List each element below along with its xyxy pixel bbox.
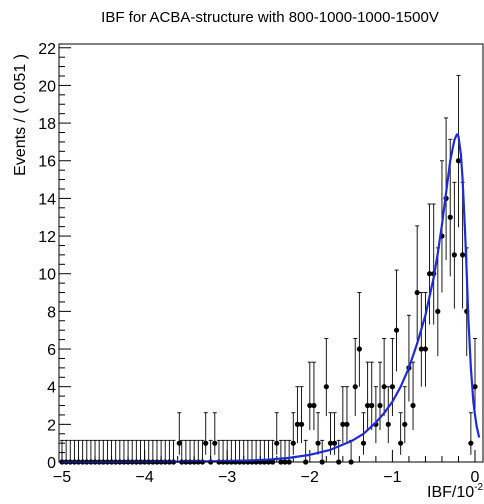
x-tick-label: −2 xyxy=(301,469,319,486)
data-point xyxy=(410,402,416,409)
data-point xyxy=(389,384,395,390)
data-point xyxy=(393,327,400,333)
y-tick-label: 16 xyxy=(38,154,56,171)
data-point xyxy=(369,402,375,409)
data-point xyxy=(472,384,478,390)
data-point xyxy=(203,440,209,446)
data-point xyxy=(455,158,462,164)
data-point xyxy=(294,421,301,427)
data-point xyxy=(365,402,371,409)
data-point xyxy=(212,440,218,446)
data-point xyxy=(315,440,321,446)
x-tick-label: −4 xyxy=(135,469,153,486)
y-tick-label: 20 xyxy=(38,78,56,95)
chart-title: IBF for ACBA-structure with 800-1000-100… xyxy=(101,9,439,26)
plot-frame xyxy=(58,43,484,463)
data-point xyxy=(422,346,429,352)
y-tick-label: 0 xyxy=(47,455,56,472)
y-axis-label: Events / ( 0.051 ) xyxy=(12,54,29,176)
data-point xyxy=(290,440,296,446)
data-point xyxy=(385,421,391,427)
data-point xyxy=(298,421,305,427)
data-point xyxy=(468,440,474,446)
x-tick-label: −1 xyxy=(383,469,401,486)
y-tick-label: 18 xyxy=(38,116,56,133)
data-point xyxy=(414,289,420,296)
data-point xyxy=(323,384,329,390)
data-point xyxy=(426,271,433,277)
x-tick-label: 0 xyxy=(471,469,480,486)
y-tick-label: 10 xyxy=(38,267,56,284)
data-point xyxy=(460,252,466,258)
x-axis-label-exponent: -2 xyxy=(474,482,483,493)
y-tick-label: 4 xyxy=(47,380,56,397)
data-point xyxy=(331,440,338,446)
y-tick-label: 14 xyxy=(38,191,56,208)
data-point xyxy=(360,440,367,446)
x-tick-label: −5 xyxy=(53,469,71,486)
data-point xyxy=(435,308,441,314)
data-point xyxy=(327,440,334,446)
data-points xyxy=(59,158,478,465)
data-point xyxy=(398,440,404,446)
data-point xyxy=(402,421,408,427)
data-point xyxy=(451,252,457,258)
y-tick-label: 2 xyxy=(47,417,56,434)
data-point xyxy=(356,346,362,352)
y-tick-label: 22 xyxy=(38,41,56,58)
data-point xyxy=(447,214,453,220)
fit-curve-group xyxy=(62,133,481,464)
data-point xyxy=(311,402,317,409)
data-point xyxy=(381,384,387,390)
data-point xyxy=(274,440,280,446)
data-point xyxy=(307,402,313,409)
data-point xyxy=(377,402,383,409)
data-point xyxy=(176,440,182,446)
data-point xyxy=(418,346,424,352)
y-tick-label: 6 xyxy=(47,342,56,359)
x-tick-label: −3 xyxy=(218,469,236,486)
data-point xyxy=(340,421,346,427)
fit-curve xyxy=(62,133,481,464)
data-point xyxy=(344,421,350,427)
y-tick-label: 12 xyxy=(38,229,56,246)
error-bars xyxy=(60,74,477,462)
data-point xyxy=(352,384,358,390)
y-tick-label: 8 xyxy=(47,304,56,321)
x-axis-label: IBF/10-2 xyxy=(427,482,483,501)
